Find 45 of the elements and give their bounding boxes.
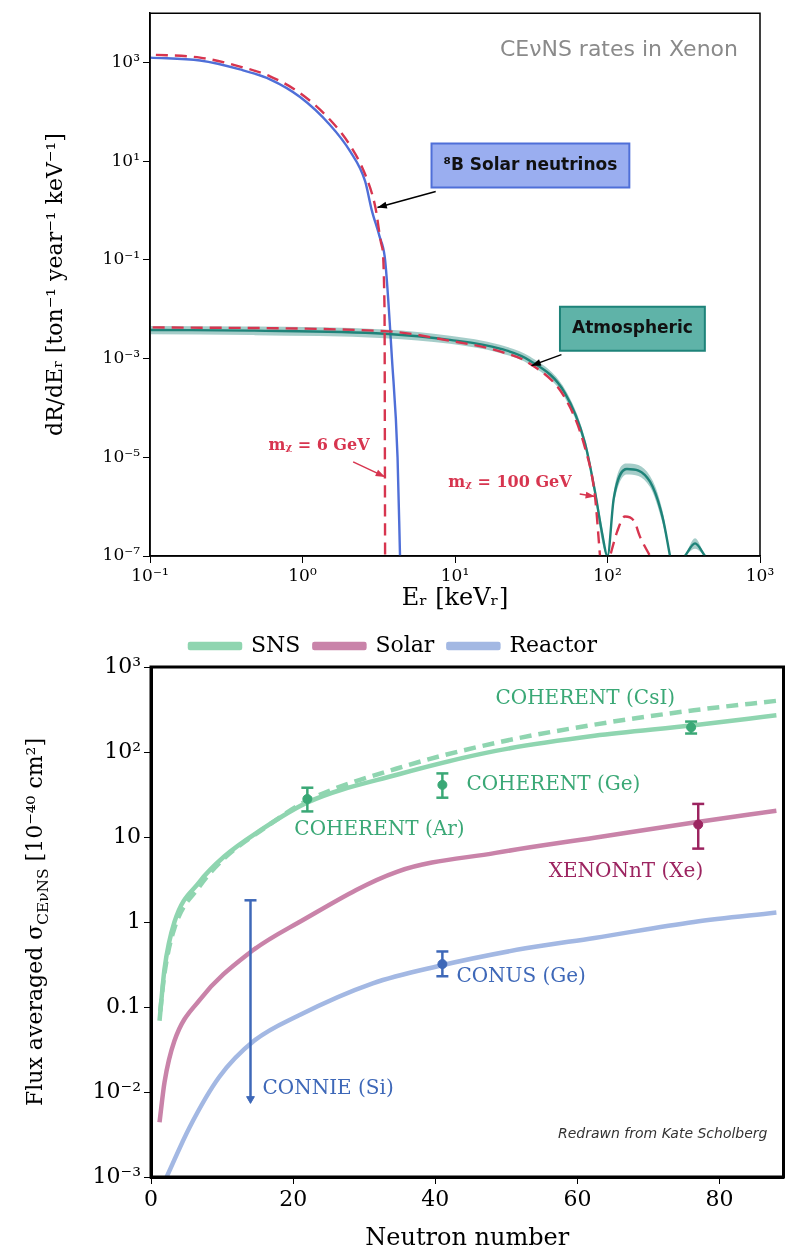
x-tick-label: 10² xyxy=(593,564,622,585)
annotation: mᵪ = 100 GeV xyxy=(448,471,573,491)
x-tick-label: 40 xyxy=(421,1185,450,1211)
y-tick-label: 10⁻¹ xyxy=(102,248,140,269)
text: CEνNS rates in Xenon xyxy=(499,35,738,61)
series-label: CONNIE (Si) xyxy=(262,1075,394,1100)
y-axis-title: Flux averaged σCEνNS [10⁻⁴⁰ cm²] xyxy=(21,737,52,1107)
y-tick-label: 0.1 xyxy=(106,992,141,1018)
annotation: Redrawn from Kate Scholberg xyxy=(557,1124,768,1141)
series-label: COHERENT (Ge) xyxy=(466,771,641,796)
annotation: mᵪ = 6 GeV xyxy=(268,435,371,455)
y-tick-label: 10 xyxy=(113,822,141,848)
series-label: COHERENT (Ar) xyxy=(294,816,465,841)
x-tick-label: 10⁰ xyxy=(288,564,317,585)
x-tick-label: 80 xyxy=(705,1185,734,1211)
y-tick-label: 1 xyxy=(127,907,141,933)
point xyxy=(246,1096,255,1104)
series-label: COHERENT (CsI) xyxy=(495,684,676,709)
y-tick-label: 10⁻⁷ xyxy=(102,544,141,565)
line-series xyxy=(164,910,779,1177)
annotation: Atmospheric xyxy=(571,317,693,338)
x-tick-label: 0 xyxy=(144,1185,158,1211)
y-tick-label: 10⁻² xyxy=(92,1077,141,1103)
line-series xyxy=(157,808,779,1125)
x-axis-title: Neutron number xyxy=(365,1223,570,1252)
y-tick-label: 10¹ xyxy=(111,149,140,170)
legend-label: Solar xyxy=(375,631,435,657)
x-tick-label: 10⁻¹ xyxy=(131,564,169,585)
x-tick-label: 60 xyxy=(563,1185,592,1211)
y-tick-label: 10⁻³ xyxy=(102,347,140,368)
annotation: ⁸B Solar neutrinos xyxy=(443,154,618,175)
series-label: XENONnT (Xe) xyxy=(548,857,704,882)
y-tick-label: 10² xyxy=(104,737,141,763)
y-tick-label: 10⁻³ xyxy=(92,1162,141,1188)
legend-label: SNS xyxy=(251,631,301,657)
y-axis-title: dR/dEᵣ [ton⁻¹ year⁻¹ keV⁻¹] xyxy=(41,133,67,437)
y-tick-label: 10³ xyxy=(104,652,141,678)
x-axis-title: Eᵣ [keVᵣ] xyxy=(401,583,509,612)
x-tick-label: 10³ xyxy=(745,564,775,585)
y-tick-label: 10³ xyxy=(111,50,140,71)
series-label: CONUS (Ge) xyxy=(456,963,586,988)
legend-label: Reactor xyxy=(509,631,598,657)
y-tick-label: 10⁻⁵ xyxy=(102,445,141,466)
x-tick-label: 20 xyxy=(279,1185,308,1211)
x-tick-label: 10¹ xyxy=(440,564,470,585)
